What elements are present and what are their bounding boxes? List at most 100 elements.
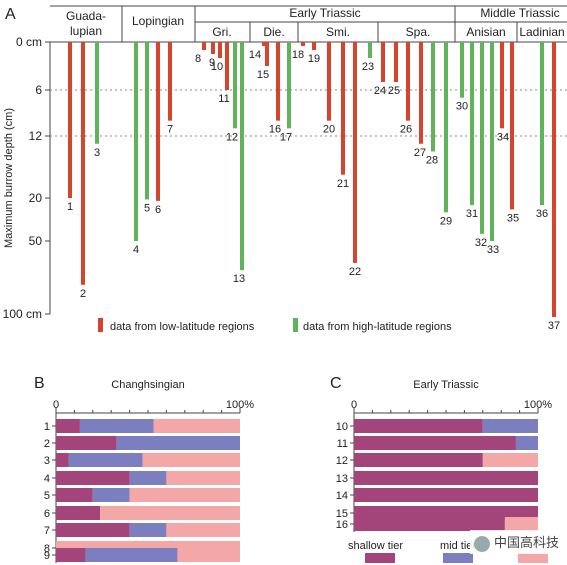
bar-label-20: 20: [323, 124, 335, 136]
legend-label-shallow: shallow tier: [348, 540, 403, 552]
legend-swatch-mid: [443, 553, 473, 563]
y-tick-label: 6: [35, 83, 42, 97]
segment-mid-tier-row-2: [116, 436, 240, 450]
row-label-6: 6: [44, 508, 50, 520]
bar-20: [327, 42, 331, 121]
bar-label-7: 7: [167, 124, 173, 136]
bar-label-25: 25: [388, 85, 400, 97]
row-label-12: 12: [336, 455, 348, 467]
bar-9: [211, 42, 215, 54]
bar-22: [353, 42, 357, 263]
panel-a-burrow-depth-chart: A Guada-lupian Lopingian Early Triassic Midd…: [3, 5, 567, 333]
bar-15: [265, 42, 269, 66]
row-label-7: 7: [44, 525, 50, 537]
bar-8: [202, 42, 206, 50]
x-tick-label-100: 100%: [226, 399, 254, 411]
subheader-gri: Gri.: [212, 25, 231, 39]
header-middle-triassic: Middle Triassic: [480, 6, 559, 20]
segment-mid-tier-row-5: [92, 488, 130, 502]
segment-deep-tier-row-4: [166, 471, 240, 485]
segment-shallow-tier-row-12: [354, 453, 483, 467]
bar-label-11: 11: [218, 93, 229, 105]
y-tick-label: 50: [29, 234, 43, 248]
header-early-triassic: Early Triassic: [289, 6, 360, 20]
y-tick-label: 20: [29, 191, 43, 205]
segment-shallow-tier-row-11: [354, 436, 516, 450]
panel-title: Early Triassic: [413, 379, 479, 391]
bar-label-23: 23: [362, 61, 374, 73]
bar-31: [470, 42, 474, 206]
y-tick-label: 100 cm: [3, 307, 42, 321]
bar-13: [240, 42, 244, 271]
watermark: 中国高科技: [469, 530, 563, 554]
panel-title: Changhsingian: [111, 379, 184, 391]
segment-deep-tier-row-5: [129, 488, 240, 502]
segment-deep-tier-row-1: [153, 419, 240, 433]
segment-shallow-tier-row-2: [56, 436, 117, 450]
bar-37: [552, 42, 556, 317]
segment-shallow-tier-row-9: [56, 548, 86, 562]
bar-label-2: 2: [80, 288, 86, 300]
panel-letter-a: A: [5, 6, 16, 23]
bar-label-19: 19: [308, 53, 320, 65]
bar-4: [134, 42, 138, 241]
bar-label-37: 37: [548, 320, 560, 332]
row-label-10: 10: [336, 421, 348, 433]
segment-shallow-tier-row-3: [56, 453, 69, 467]
bar-1: [68, 42, 72, 198]
bar-label-35: 35: [507, 212, 519, 224]
legend-label-high: data from high-latitude regions: [303, 321, 452, 333]
legend-swatch-shallow: [365, 553, 395, 563]
subheader-anisian: Anisian: [466, 25, 505, 39]
segment-deep-tier-row-16: [504, 517, 538, 531]
bar-28: [431, 42, 435, 152]
segment-shallow-tier-row-16: [354, 517, 505, 531]
bar-label-32: 32: [475, 237, 487, 249]
row-label-5: 5: [44, 490, 50, 502]
bar-label-24: 24: [374, 85, 386, 97]
bar-label-29: 29: [440, 215, 452, 227]
bar-24: [381, 42, 385, 82]
segment-deep-tier-row-12: [482, 453, 538, 467]
bar-label-36: 36: [536, 208, 548, 220]
subheader-smi: Smi.: [326, 25, 350, 39]
x-tick-label-0: 0: [351, 399, 357, 411]
bar-16: [276, 42, 280, 121]
bar-label-1: 1: [67, 201, 73, 213]
bar-label-33: 33: [487, 244, 499, 256]
x-tick-label-0: 0: [53, 399, 59, 411]
header-guadalupian-line2: lupian: [70, 24, 102, 38]
bar-5: [145, 42, 149, 200]
legend-swatch-high: [293, 318, 298, 332]
bar-label-12: 12: [226, 131, 238, 143]
segment-shallow-tier-row-13: [354, 471, 538, 485]
segment-deep-tier-row-3: [142, 453, 240, 467]
bar-23: [368, 42, 372, 58]
segment-deep-tier-row-6: [100, 506, 240, 520]
bar-label-15: 15: [257, 69, 269, 81]
row-label-2: 2: [44, 438, 50, 450]
segment-shallow-tier-row-1: [56, 419, 80, 433]
tier-legend: shallow tier mid tier: [348, 540, 548, 563]
panel-letter-c: C: [330, 375, 342, 392]
bar-30: [460, 42, 464, 98]
legend-swatch-deep: [518, 553, 548, 563]
segment-mid-tier-row-3: [68, 453, 143, 467]
bar-label-21: 21: [337, 178, 349, 190]
bar-25: [394, 42, 398, 82]
bar-6: [156, 42, 160, 201]
row-label-8: 8: [44, 543, 50, 555]
segment-shallow-tier-row-7: [56, 523, 130, 537]
segment-mid-tier-row-9: [85, 548, 178, 562]
wechat-logo-icon: [473, 535, 490, 552]
subheader-ladinian: Ladinian: [519, 25, 564, 39]
bar-17: [287, 42, 291, 129]
segment-shallow-tier-row-4: [56, 471, 130, 485]
bar-label-5: 5: [144, 202, 150, 214]
bar-label-3: 3: [94, 147, 100, 159]
row-label-15: 15: [336, 508, 348, 520]
bar-label-6: 6: [155, 204, 161, 216]
subheader-die: Die.: [263, 25, 284, 39]
row-label-4: 4: [44, 473, 50, 485]
